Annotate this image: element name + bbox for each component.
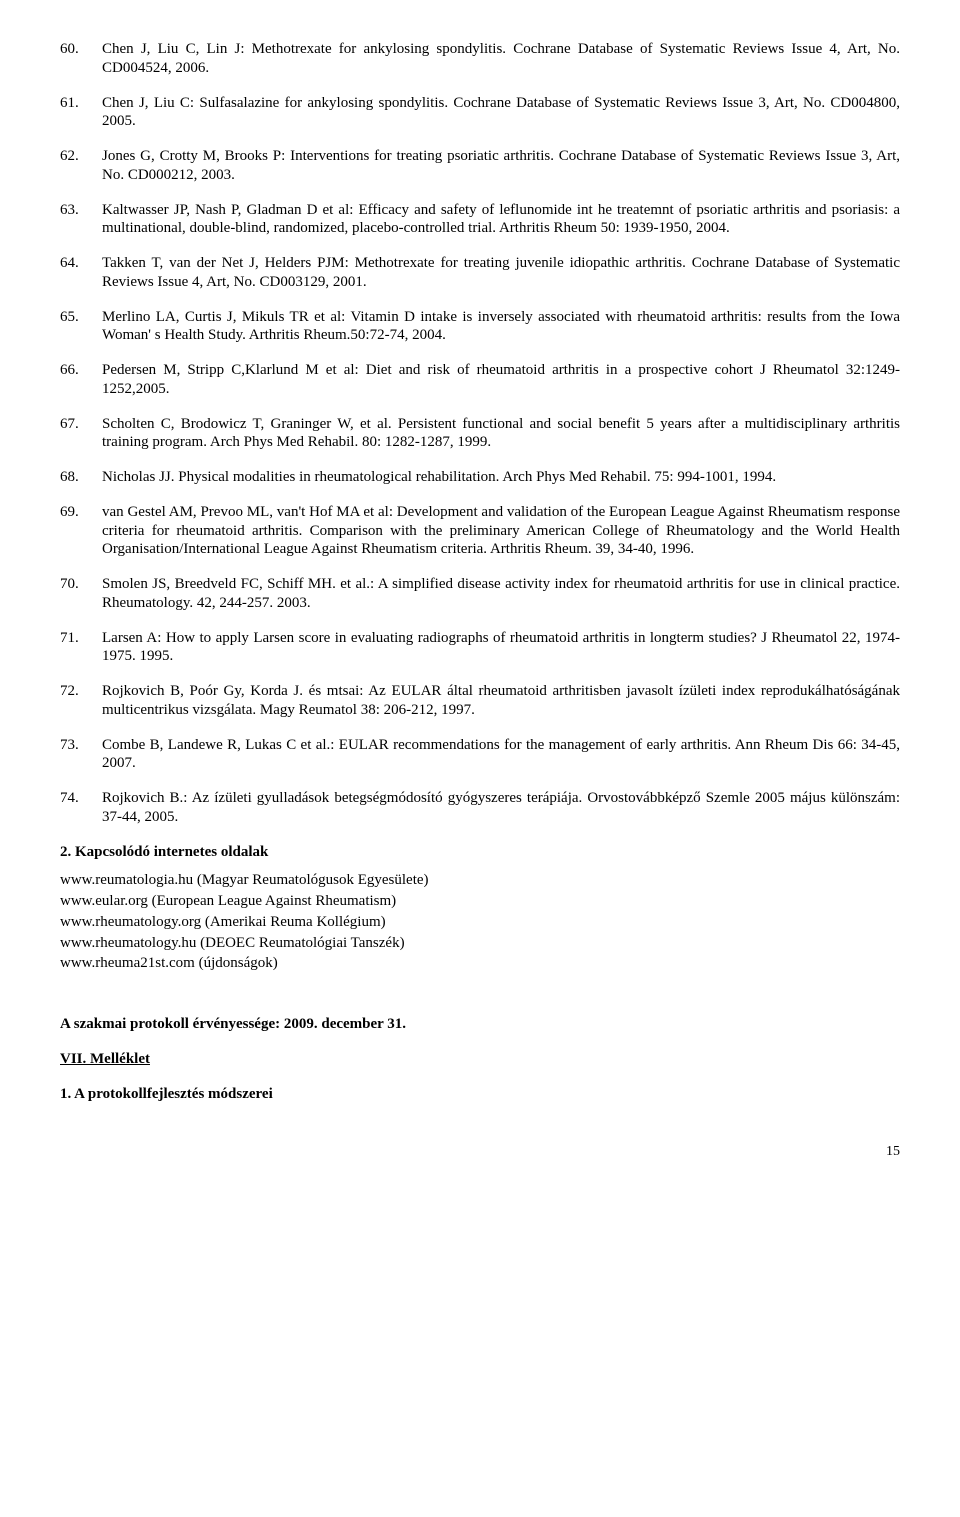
reference-item: 66.Pedersen M, Stripp C,Klarlund M et al… [60, 361, 900, 399]
reference-text: Rojkovich B.: Az ízületi gyulladások bet… [102, 789, 900, 827]
reference-text: Chen J, Liu C: Sulfasalazine for ankylos… [102, 94, 900, 132]
reference-text: Merlino LA, Curtis J, Mikuls TR et al: V… [102, 308, 900, 346]
link-line: www.rheumatology.hu (DEOEC Reumatológiai… [60, 934, 900, 953]
reference-number: 68. [60, 468, 102, 487]
reference-item: 64.Takken T, van der Net J, Helders PJM:… [60, 254, 900, 292]
reference-number: 73. [60, 736, 102, 774]
reference-item: 63.Kaltwasser JP, Nash P, Gladman D et a… [60, 201, 900, 239]
reference-text: Nicholas JJ. Physical modalities in rheu… [102, 468, 900, 487]
section-vii-title: VII. Melléklet [60, 1050, 900, 1069]
reference-text: Smolen JS, Breedveld FC, Schiff MH. et a… [102, 575, 900, 613]
reference-text: Jones G, Crotty M, Brooks P: Interventio… [102, 147, 900, 185]
link-line: www.reumatologia.hu (Magyar Reumatológus… [60, 871, 900, 890]
reference-item: 61.Chen J, Liu C: Sulfasalazine for anky… [60, 94, 900, 132]
reference-number: 72. [60, 682, 102, 720]
reference-item: 67.Scholten C, Brodowicz T, Graninger W,… [60, 415, 900, 453]
links-block: www.reumatologia.hu (Magyar Reumatológus… [60, 871, 900, 973]
link-line: www.rheumatology.org (Amerikai Reuma Kol… [60, 913, 900, 932]
reference-item: 69.van Gestel AM, Prevoo ML, van't Hof M… [60, 503, 900, 559]
reference-item: 73.Combe B, Landewe R, Lukas C et al.: E… [60, 736, 900, 774]
reference-number: 69. [60, 503, 102, 559]
reference-number: 74. [60, 789, 102, 827]
validity-statement: A szakmai protokoll érvényessége: 2009. … [60, 1015, 900, 1034]
reference-text: Takken T, van der Net J, Helders PJM: Me… [102, 254, 900, 292]
reference-item: 74.Rojkovich B.: Az ízületi gyulladások … [60, 789, 900, 827]
reference-number: 65. [60, 308, 102, 346]
reference-number: 64. [60, 254, 102, 292]
reference-number: 67. [60, 415, 102, 453]
reference-text: Kaltwasser JP, Nash P, Gladman D et al: … [102, 201, 900, 239]
reference-item: 72.Rojkovich B, Poór Gy, Korda J. és mts… [60, 682, 900, 720]
reference-text: Larsen A: How to apply Larsen score in e… [102, 629, 900, 667]
reference-item: 71.Larsen A: How to apply Larsen score i… [60, 629, 900, 667]
reference-item: 62.Jones G, Crotty M, Brooks P: Interven… [60, 147, 900, 185]
reference-item: 65.Merlino LA, Curtis J, Mikuls TR et al… [60, 308, 900, 346]
reference-text: van Gestel AM, Prevoo ML, van't Hof MA e… [102, 503, 900, 559]
reference-item: 68.Nicholas JJ. Physical modalities in r… [60, 468, 900, 487]
reference-text: Chen J, Liu C, Lin J: Methotrexate for a… [102, 40, 900, 78]
subsection-1-title: 1. A protokollfejlesztés módszerei [60, 1085, 900, 1104]
reference-number: 61. [60, 94, 102, 132]
reference-item: 60.Chen J, Liu C, Lin J: Methotrexate fo… [60, 40, 900, 78]
section-related-links-title: 2. Kapcsolódó internetes oldalak [60, 843, 900, 862]
page-number: 15 [60, 1143, 900, 1161]
reference-number: 63. [60, 201, 102, 239]
link-line: www.rheuma21st.com (újdonságok) [60, 954, 900, 973]
reference-text: Pedersen M, Stripp C,Klarlund M et al: D… [102, 361, 900, 399]
reference-text: Scholten C, Brodowicz T, Graninger W, et… [102, 415, 900, 453]
reference-number: 71. [60, 629, 102, 667]
reference-text: Combe B, Landewe R, Lukas C et al.: EULA… [102, 736, 900, 774]
reference-number: 70. [60, 575, 102, 613]
reference-text: Rojkovich B, Poór Gy, Korda J. és mtsai:… [102, 682, 900, 720]
reference-item: 70.Smolen JS, Breedveld FC, Schiff MH. e… [60, 575, 900, 613]
reference-number: 60. [60, 40, 102, 78]
reference-number: 62. [60, 147, 102, 185]
link-line: www.eular.org (European League Against R… [60, 892, 900, 911]
reference-number: 66. [60, 361, 102, 399]
reference-list: 60.Chen J, Liu C, Lin J: Methotrexate fo… [60, 40, 900, 827]
